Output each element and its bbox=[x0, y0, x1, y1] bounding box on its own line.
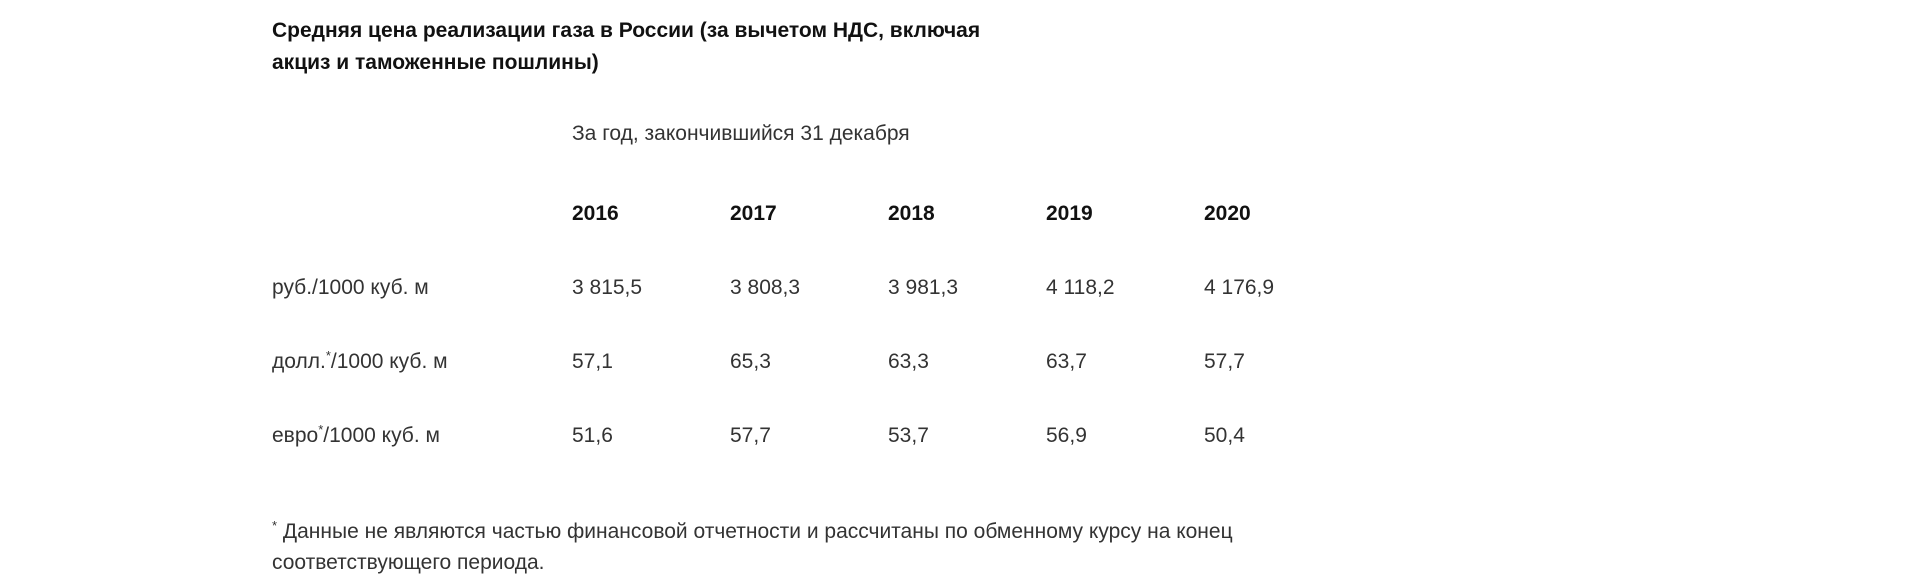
unit-prefix: евро bbox=[272, 424, 319, 447]
period-label: За год, закончившийся 31 декабря bbox=[572, 122, 910, 145]
row-unit-label: евро*/1000 куб. м bbox=[272, 399, 572, 473]
year-header: 2016 bbox=[572, 202, 619, 225]
footnote-mark: * bbox=[272, 518, 278, 533]
year-header: 2018 bbox=[888, 202, 935, 225]
table-cell: 65,3 bbox=[730, 350, 771, 373]
year-header: 2017 bbox=[730, 202, 777, 225]
table-row: руб./1000 куб. м 3 815,5 3 808,3 3 981,3… bbox=[272, 251, 1362, 325]
table-cell: 3 815,5 bbox=[572, 276, 643, 299]
unit-prefix: руб./1000 куб. м bbox=[272, 276, 429, 299]
table-cell: 57,1 bbox=[572, 350, 613, 373]
table-cell: 63,3 bbox=[888, 350, 929, 373]
table-header-row: 2016 2017 2018 2019 2020 bbox=[272, 177, 1362, 251]
table-cell: 57,7 bbox=[730, 424, 771, 447]
unit-suffix: /1000 куб. м bbox=[323, 424, 440, 447]
table-cell: 4 118,2 bbox=[1046, 276, 1115, 299]
unit-suffix: /1000 куб. м bbox=[330, 350, 448, 373]
table-cell: 63,7 bbox=[1046, 350, 1087, 373]
year-header: 2020 bbox=[1204, 202, 1251, 225]
unit-prefix: долл. bbox=[272, 350, 326, 373]
page-title: Средняя цена реализации газа в России (з… bbox=[272, 19, 981, 74]
footnote-text: Данные не являются частью финансовой отч… bbox=[272, 520, 1233, 574]
row-unit-label: долл.*/1000 куб. м bbox=[272, 325, 572, 399]
table-cell: 3 981,3 bbox=[888, 276, 959, 299]
header-empty-cell bbox=[272, 177, 572, 251]
table-cell: 4 176,9 bbox=[1204, 276, 1275, 299]
price-table: 2016 2017 2018 2019 2020 руб./1000 куб. … bbox=[272, 177, 1362, 473]
table-cell: 57,7 bbox=[1204, 350, 1245, 373]
table-cell: 56,9 bbox=[1046, 424, 1087, 447]
footnote: * Данные не являются частью финансовой о… bbox=[272, 516, 1272, 578]
table-row: евро*/1000 куб. м 51,6 57,7 53,7 56,9 50… bbox=[272, 399, 1362, 473]
content: Средняя цена реализации газа в России (з… bbox=[272, 0, 1372, 574]
unit-footnote-mark: * bbox=[325, 348, 331, 363]
table-cell: 51,6 bbox=[572, 424, 613, 447]
table-cell: 50,4 bbox=[1204, 424, 1245, 447]
unit-footnote-mark: * bbox=[318, 422, 324, 437]
table-cell: 3 808,3 bbox=[730, 276, 801, 299]
table-row: долл.*/1000 куб. м 57,1 65,3 63,3 63,7 5… bbox=[272, 325, 1362, 399]
year-header: 2019 bbox=[1046, 202, 1093, 225]
table-cell: 53,7 bbox=[888, 424, 929, 447]
row-unit-label: руб./1000 куб. м bbox=[272, 251, 572, 325]
